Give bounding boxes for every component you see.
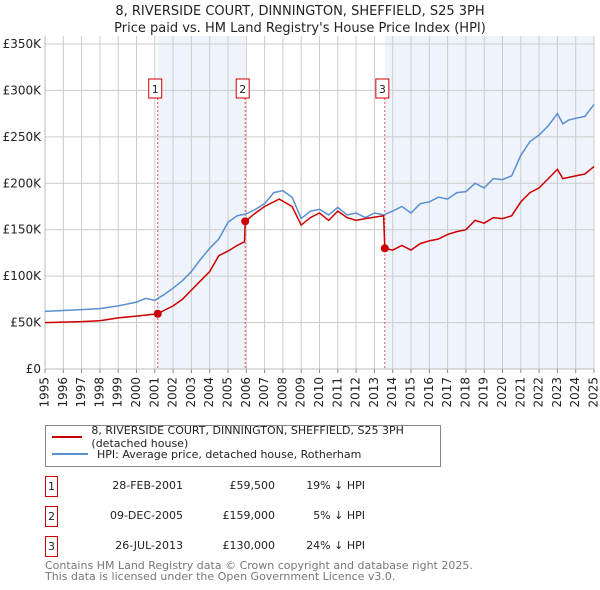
x-tick-label: 2002: [166, 377, 180, 408]
sale-price: £159,000: [222, 509, 276, 522]
x-tick-label: 2008: [275, 377, 289, 408]
y-tick-label: £350K: [3, 37, 43, 51]
x-tick-label: 2017: [440, 377, 454, 408]
shaded-region: [157, 36, 246, 369]
sale-marker-label: 2: [239, 83, 246, 96]
x-tick-label: 1995: [38, 377, 52, 408]
sale-marker-box: [235, 78, 250, 99]
property-line: [44, 166, 595, 324]
x-tick-label: 1997: [74, 377, 88, 408]
legend-hpi-line: [52, 453, 88, 455]
sale-date: 09-DEC-2005: [109, 509, 183, 522]
x-tick-label: 2006: [239, 377, 253, 408]
x-tick-label: 2022: [532, 377, 546, 408]
chart-title: 8, RIVERSIDE COURT, DINNINGTON, SHEFFIEL…: [115, 4, 485, 19]
sale-marker-box: [375, 78, 390, 99]
sale-marker-box: [148, 78, 163, 99]
x-tick-label: 2001: [147, 377, 161, 408]
sale-marker-label: 1: [152, 83, 159, 96]
x-tick-label: 2018: [458, 377, 472, 408]
x-tick-label: 2021: [513, 377, 527, 408]
sale-number: 2: [45, 506, 58, 527]
y-tick-label: £50K: [10, 316, 42, 330]
sale-price: £130,000: [222, 539, 276, 552]
sale-point: [380, 244, 389, 253]
y-tick-label: £150K: [3, 223, 43, 237]
x-tick-label: 1996: [56, 377, 70, 408]
sale-date: 28-FEB-2001: [112, 479, 183, 492]
chart-subtitle: Price paid vs. HM Land Registry's House …: [114, 21, 486, 36]
x-tick-label: 2023: [550, 377, 564, 408]
x-tick-label: 2024: [568, 377, 582, 408]
x-tick-label: 1999: [111, 377, 125, 408]
footer-licence: This data is licensed under the Open Gov…: [45, 570, 396, 583]
x-tick-label: 2020: [495, 377, 509, 408]
x-tick-label: 1998: [92, 377, 106, 408]
price-chart: 1995 1996 1997 1998 1999 2000 2001 2002 2003 2004…: [3, 36, 600, 408]
sale-point: [241, 217, 250, 226]
x-tick-label: 2016: [422, 377, 436, 408]
sale-hpi-diff: 24% ↓ HPI: [306, 539, 365, 552]
sale-hpi-diff: 19% ↓ HPI: [306, 479, 365, 492]
x-tick-label: 2000: [129, 377, 143, 408]
y-tick-label: £250K: [3, 130, 43, 144]
x-tick-label: 2012: [349, 377, 363, 408]
x-tick-label: 2025: [587, 377, 600, 408]
x-tick-label: 2013: [367, 377, 381, 408]
hpi-line: [44, 103, 595, 313]
legend-hpi-label: HPI: Average price, detached house, Roth…: [97, 447, 362, 461]
legend-property-label: 8, RIVERSIDE COURT, DINNINGTON, SHEFFIEL…: [91, 424, 404, 450]
x-tick-label: 2015: [404, 377, 418, 408]
sale-row: 2 09-DEC-2005 £159,000 5% ↓ HPI: [45, 506, 445, 527]
footer-copyright: Contains HM Land Registry data © Crown c…: [45, 559, 473, 572]
legend-property-line: [52, 436, 83, 438]
shaded-region: [384, 36, 594, 369]
y-tick-label: £200K: [3, 176, 43, 190]
x-tick-label: 2011: [330, 377, 344, 408]
x-tick-label: 2019: [477, 377, 491, 408]
sale-point: [153, 309, 162, 318]
y-tick-label: £0: [26, 362, 41, 376]
x-tick-label: 2010: [312, 377, 326, 408]
sale-number: 3: [45, 536, 58, 557]
sale-marker-label: 3: [379, 83, 386, 96]
sale-number: 1: [45, 476, 58, 497]
sale-hpi-diff: 5% ↓ HPI: [313, 509, 365, 522]
y-tick-label: £100K: [3, 269, 43, 283]
y-tick-label: £300K: [3, 83, 43, 97]
x-tick-label: 2003: [184, 377, 198, 408]
sale-row: 1 28-FEB-2001 £59,500 19% ↓ HPI: [45, 476, 445, 497]
sale-row: 3 26-JUL-2013 £130,000 24% ↓ HPI: [45, 536, 445, 557]
legend: 8, RIVERSIDE COURT, DINNINGTON, SHEFFIEL…: [45, 424, 441, 467]
sale-date: 26-JUL-2013: [115, 539, 183, 552]
x-tick-label: 2004: [202, 377, 216, 408]
footer: Contains HM Land Registry data © Crown c…: [45, 560, 473, 582]
x-tick-label: 2007: [257, 377, 271, 408]
x-tick-label: 2005: [221, 377, 235, 408]
x-tick-label: 2014: [385, 377, 399, 408]
x-tick-label: 2009: [294, 377, 308, 408]
sale-price: £59,500: [229, 479, 276, 492]
